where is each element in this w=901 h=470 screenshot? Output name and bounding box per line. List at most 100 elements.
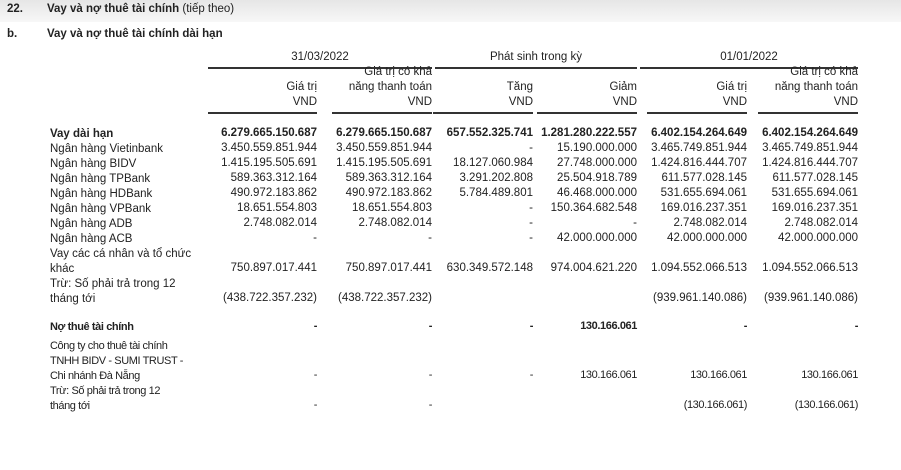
row-label-line: Ngân hàng TPBank [50,173,151,185]
cell-value: 490.972.183.862 [345,187,432,199]
cell-value: (130.166.061) [683,399,748,411]
cell-value: 18.651.554.803 [237,202,317,214]
header-band [0,0,901,22]
cell-value: 531.655.694.061 [660,187,747,199]
column-divider [433,112,533,114]
row-label-line: Ngân hàng VPBank [50,203,152,215]
cell-value: 1.094.552.066.513 [762,262,858,274]
subsection-letter: b. [7,28,18,40]
column-header: năng thanh toán [348,81,432,93]
column-header: VND [508,96,533,108]
row-label: Vay dài hạn [50,127,113,142]
row-label: Ngân hàng TPBank [50,172,150,187]
cell-value: 531.655.694.061 [771,187,858,199]
row-label: Ngân hàng Vietinbank [50,142,163,157]
cell-value: 611.577.028.145 [661,172,747,184]
cell-value: 5.784.489.801 [459,187,533,199]
cell-value: 2.748.082.014 [358,217,432,229]
cell-value: 3.465.749.851.944 [651,142,747,154]
cell-value: 169.016.237.351 [771,202,858,214]
cell-value: 1.415.195.505.691 [336,157,432,169]
cell-value: 130.166.061 [580,369,637,381]
row-label-line: Trừ: Số phải trả trong 12 [50,385,161,397]
column-divider [537,112,637,114]
cell-value: 2.748.082.014 [243,217,317,229]
cell-value: - [529,202,533,214]
row-label-line: Ngân hàng BIDV [50,158,137,170]
column-header: VND [722,96,747,108]
column-divider [758,112,858,114]
cell-value: 6.402.154.264.649 [762,127,858,139]
row-label-line: Công ty cho thuê tài chính [50,340,168,352]
row-label-line: Chi nhánh Đà Nẵng [50,370,140,382]
column-header: Giá trị [286,81,317,93]
column-header: VND [833,96,858,108]
cell-value: - [428,320,433,332]
column-header: Giá trị [716,81,747,93]
cell-value: - [313,399,318,411]
row-label: Trừ: Số phải trả trong 12 tháng tới [50,384,160,414]
group-header: 01/01/2022 [720,51,778,63]
row-label: Công ty cho thuê tài chính TNHH BIDV - SU… [50,339,183,384]
cell-value: - [428,232,432,244]
cell-value: 130.166.061 [580,320,637,332]
section-title: Vay và nợ thuê tài chính (tiếp theo) [47,3,235,15]
cell-value: 589.363.312.164 [230,172,317,184]
column-header: Giảm [609,81,637,93]
row-label-line: Vay dài hạn [50,128,114,140]
row-label: Trừ: Số phải trả trong 12 tháng tới [50,277,176,307]
cell-value: 25.504.918.789 [557,172,637,184]
cell-value: - [854,320,859,332]
row-label-line: Nợ thuê tài chính [50,321,134,333]
group-divider [640,67,858,69]
cell-value: - [428,369,433,381]
row-label-line: Vay các cá nhân và tổ chức [50,248,192,260]
column-header: Giá trị có khả [790,66,858,78]
row-label: Ngân hàng ADB [50,217,132,232]
row-label: Ngân hàng VPBank [50,202,151,217]
cell-value: 6.279.665.150.687 [336,127,432,139]
cell-value: 3.450.559.851.944 [221,142,317,154]
cell-value: 2.748.082.014 [784,217,858,229]
row-label-line: tháng tới [50,400,90,412]
column-header: năng thanh toán [774,81,858,93]
cell-value: - [529,369,534,381]
cell-value: 150.364.682.548 [550,202,637,214]
cell-value: 490.972.183.862 [230,187,317,199]
cell-value: - [529,232,533,244]
cell-value: 42.000.000.000 [557,232,637,244]
row-label-line: Ngân hàng ACB [50,233,133,245]
row-label: Vay các cá nhân và tổ chức khác [50,247,191,277]
cell-value: 27.748.000.000 [557,157,637,169]
cell-value: 130.166.061 [801,369,858,381]
cell-value: - [529,142,533,154]
cell-value: 1.424.816.444.707 [651,157,747,169]
row-label: Ngân hàng ACB [50,232,132,247]
cell-value: 18.127.060.984 [453,157,533,169]
cell-value: - [529,320,534,332]
cell-value: 3.465.749.851.944 [762,142,858,154]
column-header: Giá trị có khả [364,66,432,78]
row-label-line: Trừ: Số phải trả trong 12 [50,278,176,290]
cell-value: 611.577.028.145 [772,172,858,184]
cell-value: 589.363.312.164 [345,172,432,184]
cell-value: 42.000.000.000 [667,232,747,244]
cell-value: 1.281.280.222.557 [541,127,637,139]
cell-value: (130.166.061) [794,399,859,411]
cell-value: - [529,217,533,229]
cell-value: 974.004.621.220 [550,262,637,274]
cell-value: 6.402.154.264.649 [651,127,747,139]
cell-value: 3.291.202.808 [459,172,533,184]
cell-value: 1.424.816.444.707 [762,157,858,169]
cell-value: - [313,369,318,381]
row-label-line: khác [50,263,75,275]
column-header: Tăng [506,81,533,93]
cell-value: 3.450.559.851.944 [336,142,432,154]
cell-value: - [743,320,748,332]
group-header: 31/03/2022 [291,51,349,63]
column-divider [647,112,747,114]
group-divider [208,67,432,69]
cell-value: - [633,217,637,229]
row-label-line: Ngân hàng Vietinbank [50,143,163,155]
cell-value: 1.094.552.066.513 [651,262,747,274]
